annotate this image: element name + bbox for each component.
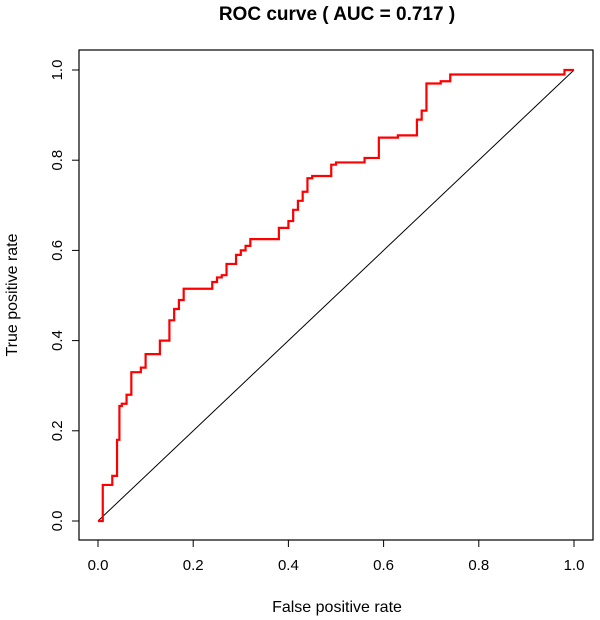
y-axis-label: True positive rate: [4, 233, 21, 356]
y-tick-label: 0.4: [49, 330, 66, 351]
y-tick-label: 0.6: [49, 240, 66, 261]
chart-title: ROC curve ( AUC = 0.717 ): [219, 4, 455, 25]
x-tick-label: 0.8: [468, 557, 489, 574]
x-axis-label: False positive rate: [272, 599, 402, 616]
y-tick-label: 1.0: [49, 60, 66, 81]
x-tick-label: 0.6: [373, 557, 394, 574]
y-tick-label: 0.0: [49, 511, 66, 532]
x-tick-label: 0.2: [183, 557, 204, 574]
x-axis: 0.0 0.2 0.4 0.6 0.8 1.0: [88, 540, 585, 574]
x-tick-label: 1.0: [564, 557, 585, 574]
y-axis: 0.0 0.2 0.4 0.6 0.8 1.0: [49, 60, 79, 532]
plot-frame: [78, 49, 594, 541]
x-tick-label: 0.4: [278, 557, 299, 574]
x-tick-label: 0.0: [88, 557, 109, 574]
y-tick-label: 0.8: [49, 150, 66, 171]
diagonal-reference-line: [97, 69, 575, 522]
roc-curve-line: [98, 68, 574, 523]
y-tick-label: 0.2: [49, 420, 66, 441]
